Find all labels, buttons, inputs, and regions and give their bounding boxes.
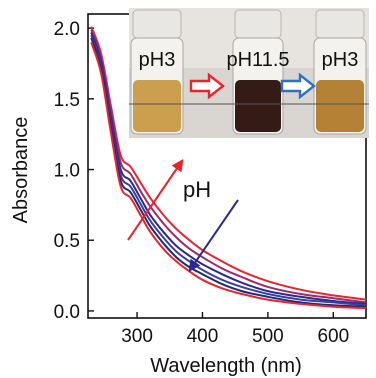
x-tick-label: 600 xyxy=(317,326,349,347)
annotation-layer: pH xyxy=(127,159,239,272)
x-tick-label: 300 xyxy=(121,326,153,347)
inset-photo: pH3 pH11.5 pH3 xyxy=(129,8,369,138)
series-layer xyxy=(90,26,367,310)
y-tick-label: 0.0 xyxy=(54,302,80,323)
series-line-6 xyxy=(90,41,367,310)
vial-label: pH3 xyxy=(322,49,359,71)
vial-liquid xyxy=(316,80,364,132)
ph-label: pH xyxy=(183,177,211,202)
transition-arrow-2 xyxy=(280,72,316,100)
vial-liquid xyxy=(235,80,281,132)
series-line-1 xyxy=(90,26,367,301)
series-line-3 xyxy=(90,32,367,305)
y-axis-title: Absorbance xyxy=(10,117,32,224)
axes: 300 400 500 600 0.0 0.5 1.0 1.5 2.0 xyxy=(54,13,367,347)
y-tick-label: 2.0 xyxy=(54,19,80,40)
ph-increase-arrow xyxy=(127,159,184,241)
vial-1: pH3 xyxy=(130,9,184,135)
x-tick-label: 500 xyxy=(252,326,284,347)
ph-decrease-arrow xyxy=(188,199,239,272)
y-tick-label: 0.5 xyxy=(54,231,80,252)
vial-cap xyxy=(315,9,365,39)
series-line-2 xyxy=(90,29,367,304)
vial-label: pH3 xyxy=(139,49,176,71)
y-tick-label: 1.5 xyxy=(54,90,80,111)
vial-cap xyxy=(132,9,182,39)
y-tick-label: 1.0 xyxy=(54,161,80,182)
vial-label: pH11.5 xyxy=(226,49,289,71)
x-tick-label: 400 xyxy=(187,326,219,347)
vial-2: pH11.5 xyxy=(226,9,290,135)
vial-3: pH3 xyxy=(313,9,367,135)
vial-cap xyxy=(234,9,282,39)
vial-liquid xyxy=(133,80,181,132)
x-axis-title: Wavelength (nm) xyxy=(150,355,302,377)
transition-arrow-1 xyxy=(189,72,225,100)
